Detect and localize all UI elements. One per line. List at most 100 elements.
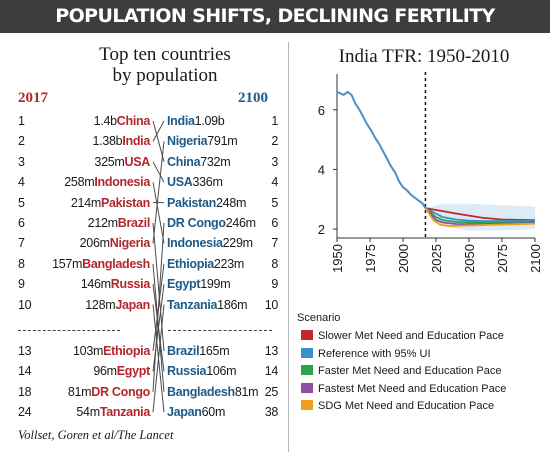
- rank-2017: 9: [18, 277, 25, 292]
- entry-2100: Ethiopia223m: [167, 254, 277, 274]
- entry-2100: Nigeria791m: [167, 131, 277, 151]
- country-2100: Indonesia: [167, 236, 223, 251]
- entry-2100: Japan60m: [167, 402, 277, 422]
- rank-2100: 38: [264, 405, 279, 420]
- year-2100-header: 2100: [238, 90, 268, 106]
- year-2017-header: 2017: [18, 90, 48, 106]
- connector-line: [152, 120, 165, 142]
- population-2100: 186m: [217, 297, 248, 312]
- country-2017: Pakistan: [100, 195, 150, 210]
- country-2017: Russia: [110, 277, 151, 292]
- entry-2017: 1.4bChina: [40, 111, 151, 131]
- population-2100: 165m: [199, 344, 230, 358]
- country-2017: Ethiopia: [103, 344, 150, 358]
- country-2100: China: [167, 154, 201, 169]
- rank-2017: 18: [18, 384, 32, 399]
- country-2017: Bangladesh: [82, 256, 150, 271]
- country-2100: Russia: [167, 364, 207, 379]
- population-2100: 229m: [222, 236, 253, 251]
- connector-line: [152, 304, 165, 413]
- entry-2017: 81mDR Congo: [40, 382, 150, 402]
- connector-line: [152, 304, 165, 413]
- rank-2017: 14: [18, 364, 32, 379]
- rank-2017: 5: [18, 195, 25, 210]
- rank-2100: 8: [271, 256, 278, 271]
- connector-line: [152, 284, 165, 372]
- scenario-line: [424, 207, 536, 227]
- legend-swatch: [301, 400, 313, 410]
- country-2100: DR Congo: [167, 216, 226, 230]
- entry-2017: 96mEgypt: [40, 361, 150, 381]
- rank-2017: 3: [18, 154, 25, 169]
- connector-line: [152, 141, 165, 244]
- legend-label: Slower Met Need and Education Pace: [318, 330, 504, 342]
- legend-item: Fastest Met Need and Education Pace: [301, 381, 506, 397]
- legend-swatch: [301, 347, 313, 358]
- legend-item: SDG Met Need and Education Pace: [301, 398, 494, 414]
- legend-item: Faster Met Need and Education Pace: [301, 363, 501, 379]
- entry-2017: 146mRussia: [40, 274, 151, 294]
- x-tick-label: 2075: [495, 244, 510, 273]
- panel-divider: [288, 42, 289, 452]
- population-2017: 206m: [79, 236, 110, 251]
- rank-2100: 3: [271, 154, 278, 169]
- population-2017: 157m: [52, 256, 83, 271]
- population-2100: 246m: [225, 216, 256, 230]
- rank-2017: 8: [18, 256, 25, 271]
- left-title-line2: by population: [112, 65, 218, 86]
- population-2017: 146m: [80, 277, 111, 292]
- country-2100: Ethiopia: [167, 256, 214, 271]
- population-2100: 336m: [192, 175, 223, 190]
- entry-2017: 206mNigeria: [40, 233, 151, 253]
- entry-2017: 103mEthiopia: [40, 341, 150, 361]
- legend-label: Reference with 95% UI: [318, 347, 431, 360]
- banner-title: POPULATION SHIFTS, DECLINING FERTILITY: [55, 5, 495, 27]
- country-2017: Brazil: [117, 216, 151, 230]
- country-2100: Nigeria: [167, 134, 208, 149]
- connector-line: [152, 263, 165, 352]
- population-2017: 1.4b: [93, 114, 117, 128]
- entry-2100: Egypt199m: [167, 274, 277, 294]
- rank-2017: 1: [18, 114, 25, 128]
- entry-2017: 258mIndonesia: [40, 172, 150, 192]
- rank-2100: 10: [264, 297, 279, 312]
- connector-line: [152, 222, 165, 352]
- population-2017: 128m: [85, 297, 116, 312]
- rank-2017: 7: [18, 236, 25, 251]
- population-2017: 54m: [76, 405, 100, 420]
- country-2100: Egypt: [167, 277, 201, 292]
- entry-2100: Russia106m: [167, 361, 277, 381]
- india-tfr-chart: 2 4 6 1950 1975 2000 2025 2050 2075 2100: [318, 72, 543, 273]
- connector-line: [152, 284, 165, 372]
- entry-2100: Tanzania186m: [167, 295, 277, 315]
- legend-label: Fastest Met Need and Education Pace: [318, 382, 507, 395]
- entry-2017: 214mPakistan: [40, 193, 150, 213]
- population-2100: 106m: [206, 364, 237, 379]
- rank-2017: 2: [18, 134, 25, 149]
- source-credit: Vollset, Goren et al/The Lancet: [18, 428, 174, 442]
- population-2017: 103m: [73, 344, 104, 358]
- country-2100: India: [167, 114, 195, 128]
- population-2100: 199m: [200, 277, 231, 292]
- population-2017: 81m: [67, 384, 92, 399]
- entry-2100: China732m: [167, 152, 277, 172]
- population-2100: 81m: [234, 384, 259, 399]
- history-line: [336, 90, 427, 209]
- country-2017: DR Congo: [91, 384, 150, 399]
- connector-line: [152, 263, 165, 392]
- country-2100: Japan: [167, 405, 202, 420]
- rank-2100: 25: [264, 384, 279, 399]
- country-2017: Egypt: [116, 364, 151, 379]
- rank-2100: 13: [264, 344, 279, 358]
- entry-2017: 54mTanzania: [40, 402, 150, 422]
- country-2017: China: [116, 114, 151, 128]
- country-2100: Bangladesh: [167, 384, 235, 399]
- rank-2100: 2: [271, 134, 278, 149]
- legend-item: Slower Met Need and Education Pace: [301, 328, 504, 344]
- country-2017: Tanzania: [99, 405, 150, 420]
- population-2100: 791m: [207, 134, 238, 149]
- entry-2100: Brazil165m: [167, 341, 277, 361]
- country-2100: Brazil: [167, 344, 200, 358]
- left-panel-title: Top ten countries by population: [30, 44, 300, 86]
- entry-2017: 128mJapan: [40, 295, 150, 315]
